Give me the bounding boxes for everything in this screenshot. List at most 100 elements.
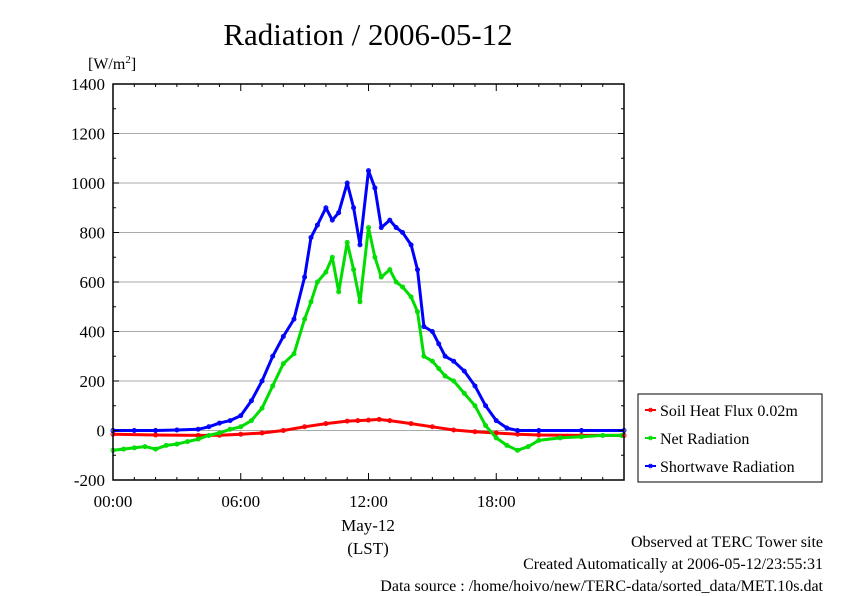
data-point-shortwave-radiation (314, 222, 320, 228)
data-point-shortwave-radiation (153, 428, 159, 433)
data-point-soil-heat-flux-0-02m (355, 418, 361, 424)
footer-created-line: Created Automatically at 2006-05-12/23:5… (523, 556, 823, 573)
data-point-shortwave-radiation (248, 398, 254, 404)
legend-label: Shortwave Radiation (660, 459, 795, 476)
data-point-shortwave-radiation (227, 418, 233, 424)
y-tick-label: 1200 (71, 125, 105, 144)
y-tick-label: 1000 (71, 174, 105, 193)
data-point-net-radiation (461, 390, 467, 396)
footer-observed-line: Observed at TERC Tower site (630, 534, 823, 551)
data-point-net-radiation (429, 358, 435, 364)
data-point-net-radiation (280, 361, 286, 367)
series-layer (110, 168, 627, 453)
data-point-net-radiation (600, 432, 606, 438)
series-net-radiation (110, 225, 625, 453)
data-point-shortwave-radiation (429, 329, 435, 334)
series-line-soil-heat-flux-0-02m (112, 417, 624, 437)
axis-layer: 1400 1200 1000 800 600 400 200 0 -200 00:00 06:00 1… (71, 75, 625, 511)
data-point-net-radiation (421, 353, 427, 359)
data-point-shortwave-radiation (400, 230, 406, 235)
data-point-net-radiation (414, 309, 420, 315)
data-point-shortwave-radiation (131, 428, 137, 433)
data-point-net-radiation (515, 447, 521, 453)
data-point-net-radiation (493, 435, 499, 441)
data-point-shortwave-radiation (408, 242, 414, 248)
data-point-soil-heat-flux-0-02m (366, 417, 371, 423)
data-point-shortwave-radiation (366, 168, 371, 174)
legend-marker (648, 407, 653, 413)
data-point-shortwave-radiation (238, 413, 244, 419)
data-point-shortwave-radiation (483, 403, 489, 409)
data-point-soil-heat-flux-0-02m (259, 430, 265, 436)
y-tick-label: 800 (80, 224, 106, 243)
data-point-net-radiation (408, 294, 414, 300)
data-point-net-radiation (442, 373, 448, 379)
data-point-net-radiation (185, 439, 191, 445)
data-point-net-radiation (351, 267, 357, 273)
data-point-net-radiation (451, 378, 457, 384)
data-point-soil-heat-flux-0-02m (302, 424, 308, 430)
data-point-net-radiation (142, 444, 148, 450)
data-point-soil-heat-flux-0-02m (408, 421, 414, 427)
data-point-soil-heat-flux-0-02m (493, 430, 499, 436)
data-point-net-radiation (329, 254, 335, 260)
data-point-soil-heat-flux-0-02m (376, 416, 382, 422)
data-point-net-radiation (344, 239, 350, 245)
data-point-net-radiation (291, 351, 297, 357)
x-axis-date-label: May-12 (341, 516, 395, 535)
data-point-net-radiation (195, 436, 201, 442)
data-point-net-radiation (302, 316, 308, 322)
data-point-net-radiation (372, 254, 378, 260)
data-point-shortwave-radiation (578, 428, 584, 433)
data-point-shortwave-radiation (461, 368, 467, 374)
data-point-shortwave-radiation (387, 217, 393, 223)
data-point-shortwave-radiation (393, 225, 399, 231)
data-point-shortwave-radiation (493, 418, 499, 424)
y-unit-superscript: 2 (125, 54, 131, 66)
y-tick-label: 400 (80, 323, 106, 342)
data-point-net-radiation (393, 279, 399, 285)
data-point-shortwave-radiation (351, 205, 357, 211)
data-point-shortwave-radiation (206, 424, 212, 430)
data-point-net-radiation (248, 418, 254, 424)
data-point-shortwave-radiation (414, 267, 420, 273)
data-point-soil-heat-flux-0-02m (280, 428, 286, 433)
data-point-soil-heat-flux-0-02m (429, 424, 435, 430)
data-point-net-radiation (557, 435, 563, 441)
y-unit-close: ] (131, 56, 136, 73)
legend-label: Soil Heat Flux 0.02m (660, 403, 798, 420)
data-point-net-radiation (387, 267, 393, 273)
x-tick-label: 18:00 (477, 492, 516, 511)
data-point-shortwave-radiation (344, 180, 350, 186)
data-point-net-radiation (174, 441, 180, 447)
legend-label: Net Radiation (660, 431, 749, 448)
series-line-shortwave-radiation (113, 169, 624, 432)
data-point-shortwave-radiation (378, 225, 384, 231)
data-point-shortwave-radiation (270, 353, 276, 359)
data-point-shortwave-radiation (372, 185, 378, 191)
data-point-net-radiation (323, 269, 329, 275)
x-tick-label: 06:00 (221, 492, 260, 511)
data-point-soil-heat-flux-0-02m (344, 418, 350, 424)
series-line-net-radiation (112, 226, 622, 452)
series-shortwave-radiation (110, 168, 627, 433)
data-point-soil-heat-flux-0-02m (238, 431, 244, 437)
y-axis-unit-label: [W/m2] (88, 54, 136, 73)
data-point-net-radiation (436, 366, 442, 372)
data-point-net-radiation (314, 279, 320, 285)
data-point-soil-heat-flux-0-02m (472, 429, 478, 435)
data-point-net-radiation (270, 383, 276, 389)
y-tick-label: -200 (74, 471, 105, 490)
data-point-shortwave-radiation (515, 428, 521, 433)
y-tick-label: 200 (80, 372, 106, 391)
legend: Soil Heat Flux 0.02m Net Radiation Shortwa… (637, 393, 823, 483)
legend-marker (648, 463, 653, 469)
y-unit-base: [W/m (88, 56, 126, 73)
data-point-net-radiation (378, 274, 384, 280)
data-point-net-radiation (357, 299, 363, 305)
data-point-net-radiation (216, 430, 222, 436)
data-point-net-radiation (578, 434, 584, 440)
data-point-net-radiation (206, 432, 212, 438)
data-point-net-radiation (536, 437, 542, 443)
legend-box (637, 393, 823, 483)
